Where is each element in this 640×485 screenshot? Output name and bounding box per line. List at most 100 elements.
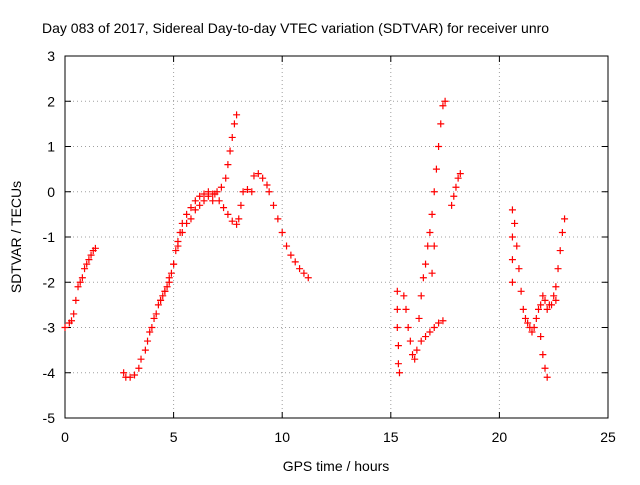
data-point <box>204 192 212 200</box>
data-point <box>393 305 401 313</box>
data-point <box>126 373 134 381</box>
data-markers <box>61 97 569 381</box>
data-point <box>508 256 516 264</box>
data-point <box>200 197 208 205</box>
data-point <box>200 190 208 198</box>
data-point <box>430 188 438 196</box>
data-point <box>456 170 464 178</box>
data-point <box>424 242 432 250</box>
data-point <box>270 201 278 209</box>
data-point <box>72 296 80 304</box>
data-point <box>558 228 566 236</box>
data-point <box>226 147 234 155</box>
data-point <box>519 305 527 313</box>
data-point <box>83 260 91 268</box>
y-tick-label: 3 <box>47 48 55 64</box>
data-point <box>239 188 247 196</box>
data-point <box>537 301 545 309</box>
data-point <box>274 215 282 223</box>
data-point <box>287 251 295 259</box>
data-point <box>233 111 241 119</box>
data-point <box>508 206 516 214</box>
series-arc-1 <box>61 244 99 331</box>
data-point <box>419 274 427 282</box>
data-point <box>61 324 69 331</box>
data-point <box>70 310 78 318</box>
data-point <box>81 265 89 273</box>
data-point <box>233 220 241 228</box>
data-point <box>230 120 238 128</box>
data-point <box>550 292 558 300</box>
data-point <box>541 296 549 304</box>
data-point <box>450 192 458 200</box>
data-point <box>196 192 204 200</box>
data-point <box>552 283 560 291</box>
data-point <box>215 197 223 205</box>
y-tick-label: -5 <box>43 410 56 426</box>
data-point <box>530 324 538 331</box>
data-point <box>74 283 82 291</box>
data-point <box>454 174 462 182</box>
data-point <box>543 305 551 313</box>
data-point <box>513 242 521 250</box>
data-point <box>167 269 175 277</box>
x-tick-label: 15 <box>383 429 399 445</box>
data-point <box>437 120 445 128</box>
data-point <box>422 333 430 341</box>
data-point <box>394 360 402 368</box>
data-point <box>196 201 204 209</box>
data-point <box>393 287 401 295</box>
data-point <box>561 215 569 223</box>
x-tick-label: 0 <box>61 429 69 445</box>
data-point <box>278 228 286 236</box>
series-arc-4 <box>448 170 464 209</box>
data-point <box>300 269 308 277</box>
data-point <box>543 373 551 381</box>
data-point <box>178 228 186 236</box>
grid-lines <box>65 56 608 418</box>
data-point <box>556 247 564 255</box>
data-point <box>415 314 423 322</box>
data-point <box>248 188 256 196</box>
data-point <box>187 204 195 212</box>
data-point <box>224 161 232 169</box>
data-point <box>417 337 425 345</box>
data-point <box>534 305 542 313</box>
data-point <box>150 314 158 322</box>
data-point <box>144 337 152 345</box>
data-point <box>222 174 230 182</box>
data-point <box>243 185 251 193</box>
x-tick-labels: 0 5 10 15 20 25 <box>61 429 616 445</box>
data-point <box>393 324 401 331</box>
data-point <box>532 314 540 322</box>
data-point <box>296 265 304 273</box>
data-point <box>400 292 408 300</box>
data-point <box>430 324 438 331</box>
y-tick-label: -4 <box>43 365 56 381</box>
data-point <box>417 292 425 300</box>
data-point <box>435 319 443 327</box>
data-point <box>422 260 430 268</box>
data-point <box>163 283 171 291</box>
data-point <box>191 206 199 214</box>
x-tick-label: 5 <box>170 429 178 445</box>
data-point <box>170 260 178 268</box>
data-point <box>172 247 180 255</box>
data-point <box>120 369 128 377</box>
x-tick-label: 25 <box>600 429 616 445</box>
data-point <box>539 351 547 359</box>
y-tick-label: -2 <box>43 274 56 290</box>
data-point <box>441 97 449 105</box>
data-point <box>263 181 271 189</box>
data-point <box>211 190 219 198</box>
series-arc-3 <box>393 97 449 377</box>
data-point <box>165 274 173 282</box>
data-point <box>209 197 217 205</box>
data-point <box>250 172 258 180</box>
data-point <box>545 301 553 309</box>
data-point <box>183 219 191 227</box>
data-point <box>508 233 516 241</box>
data-point <box>217 183 225 191</box>
data-point <box>537 333 545 341</box>
